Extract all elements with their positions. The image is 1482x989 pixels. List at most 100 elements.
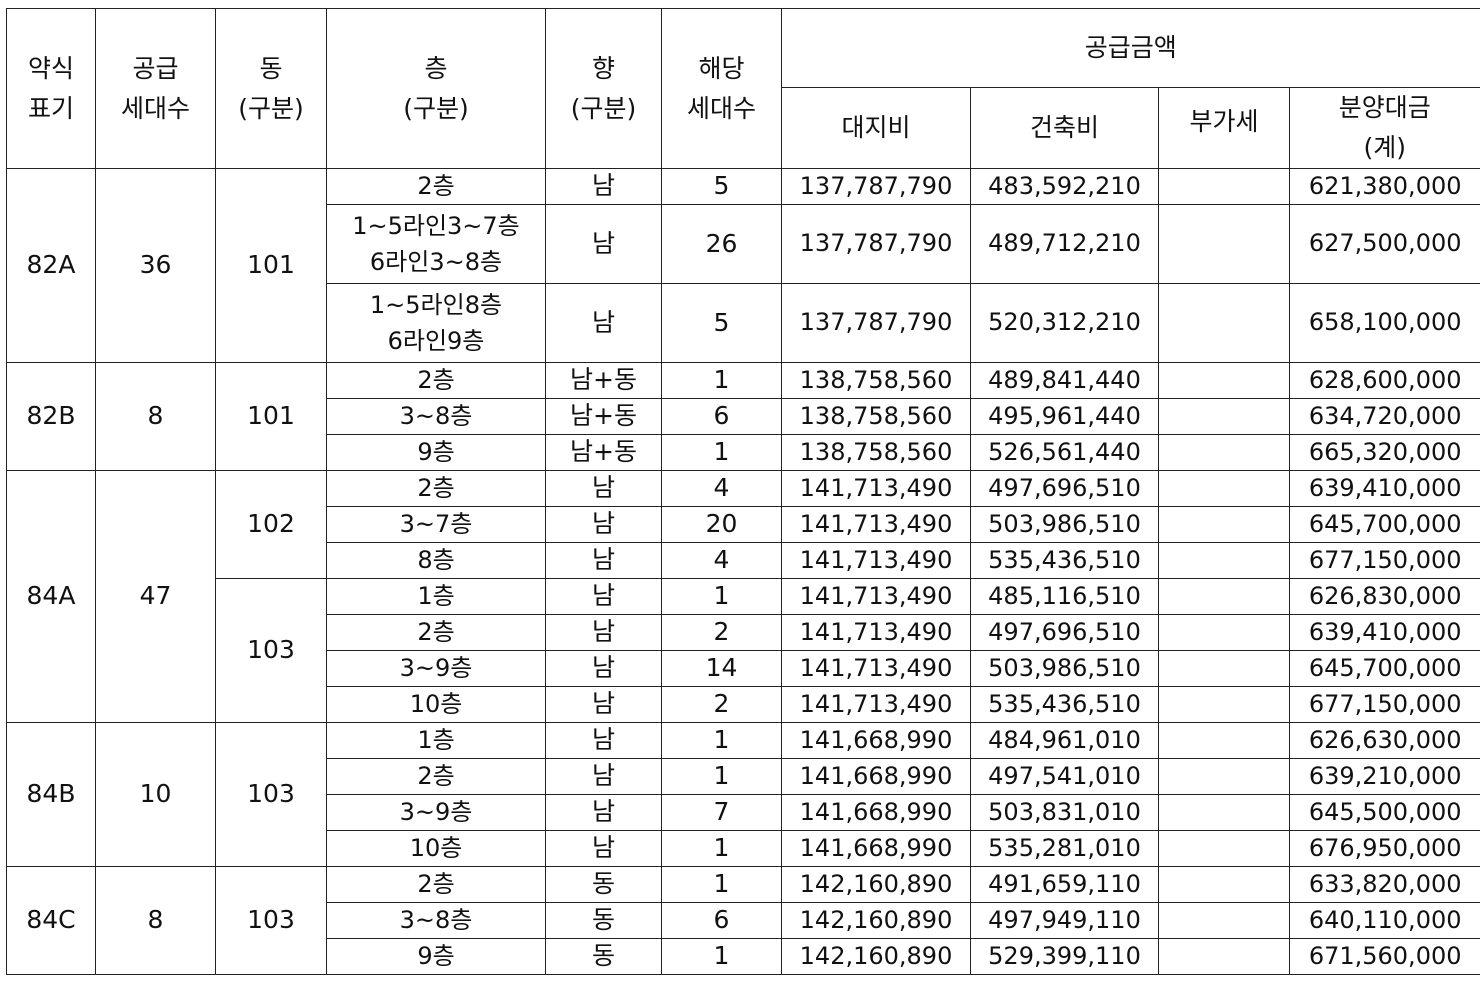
header-direction: 향 (구분) <box>545 8 662 169</box>
direction-cell: 남 <box>545 470 662 507</box>
table-row: 84B 10 103 1층 남 1 141,668,990 484,961,010 626,63… <box>6 722 1480 867</box>
building-cost-cell: 495,961,440 <box>970 398 1159 435</box>
vat-cell <box>1158 470 1290 507</box>
floor-cell: 3~9층 <box>326 794 546 831</box>
units-cell: 6 <box>661 902 782 939</box>
direction-cell: 남 <box>545 168 662 205</box>
vat-cell <box>1158 204 1290 284</box>
type-cell: 84B <box>6 722 96 867</box>
land-cost-cell: 141,713,490 <box>781 614 971 651</box>
building-cell: 101 <box>215 362 327 471</box>
floor-cell: 2층 <box>326 614 546 651</box>
vat-cell <box>1158 362 1290 399</box>
direction-cell: 동 <box>545 866 662 903</box>
table-row: 9층 동 1 142,160,890 529,399,110 671,560,000 <box>7 938 1480 975</box>
building-cost-cell: 529,399,110 <box>970 938 1159 975</box>
floor-cell: 3~9층 <box>326 650 546 687</box>
table-row: 1~5라인3~7층 6라인3~8층 남 26 137,787,790 489,712,21… <box>7 204 1480 284</box>
total-cell: 658,100,000 <box>1289 283 1480 363</box>
land-cost-cell: 138,758,560 <box>781 362 971 399</box>
units-cell: 7 <box>661 794 782 831</box>
floor-cell: 2층 <box>326 470 546 507</box>
header-type: 약식 표기 <box>6 8 96 169</box>
total-cell: 628,600,000 <box>1289 362 1480 399</box>
building-cell: 103 <box>215 866 327 975</box>
direction-cell: 남 <box>545 794 662 831</box>
total-cell: 627,500,000 <box>1289 204 1480 284</box>
units-cell: 1 <box>661 758 782 795</box>
floor-cell: 9층 <box>326 938 546 975</box>
floor-cell: 1~5라인3~7층 6라인3~8층 <box>326 204 546 284</box>
units-cell: 1 <box>661 866 782 903</box>
table-row: 3~9층 남 7 141,668,990 503,831,010 645,500,000 <box>7 794 1480 831</box>
total-cell: 677,150,000 <box>1289 686 1480 723</box>
units-cell: 20 <box>661 506 782 543</box>
table-row: 103 1층 남 1 141,713,490 485,116,510 626,830,000 <box>7 578 1480 723</box>
direction-cell: 남+동 <box>545 398 662 435</box>
total-cell: 671,560,000 <box>1289 938 1480 975</box>
table-row: 84A 47 102 2층 남 4 141,713,490 497,696,510 639,41… <box>6 470 1480 723</box>
vat-cell <box>1158 902 1290 939</box>
header-building-cost: 건축비 <box>970 87 1159 169</box>
floor-cell: 8층 <box>326 542 546 579</box>
floor-cell: 10층 <box>326 686 546 723</box>
units-cell: 4 <box>661 470 782 507</box>
table-row: 9층 남+동 1 138,758,560 526,561,440 665,320,000 <box>7 434 1480 471</box>
header-land-cost: 대지비 <box>781 87 971 169</box>
floor-cell: 2층 <box>326 168 546 205</box>
land-cost-cell: 141,713,490 <box>781 470 971 507</box>
land-cost-cell: 141,668,990 <box>781 758 971 795</box>
building-cost-cell: 484,961,010 <box>970 722 1159 759</box>
building-cost-cell: 489,712,210 <box>970 204 1159 284</box>
floor-cell: 2층 <box>326 758 546 795</box>
land-cost-cell: 141,713,490 <box>781 686 971 723</box>
header-units: 해당 세대수 <box>661 8 782 169</box>
land-cost-cell: 137,787,790 <box>781 204 971 284</box>
table-row: 3~7층 남 20 141,713,490 503,986,510 645,700,000 <box>7 506 1480 543</box>
building-cost-cell: 535,281,010 <box>970 830 1159 867</box>
direction-cell: 남 <box>545 830 662 867</box>
land-cost-cell: 138,758,560 <box>781 398 971 435</box>
land-cost-cell: 141,668,990 <box>781 794 971 831</box>
building-cost-cell: 497,696,510 <box>970 470 1159 507</box>
table-row: 82B 8 101 2층 남+동 1 138,758,560 489,841,440 628,6… <box>6 362 1480 471</box>
units-cell: 1 <box>661 578 782 615</box>
table-row: 3~9층 남 14 141,713,490 503,986,510 645,700,000 <box>7 650 1480 687</box>
vat-cell <box>1158 758 1290 795</box>
total-cell: 677,150,000 <box>1289 542 1480 579</box>
units-cell: 1 <box>661 722 782 759</box>
building-cost-cell: 526,561,440 <box>970 434 1159 471</box>
land-cost-cell: 141,713,490 <box>781 650 971 687</box>
direction-cell: 남+동 <box>545 434 662 471</box>
land-cost-cell: 141,668,990 <box>781 830 971 867</box>
units-cell: 6 <box>661 398 782 435</box>
total-cell: 639,410,000 <box>1289 470 1480 507</box>
floor-cell: 2층 <box>326 362 546 399</box>
direction-cell: 남 <box>545 758 662 795</box>
direction-cell: 남 <box>545 686 662 723</box>
table-row: 1~5라인8층 6라인9층 남 5 137,787,790 520,312,210 658,… <box>7 283 1480 363</box>
building-cost-cell: 520,312,210 <box>970 283 1159 363</box>
type-cell: 84C <box>6 866 96 975</box>
vat-cell <box>1158 614 1290 651</box>
units-cell: 1 <box>661 362 782 399</box>
table-row: 10층 남 2 141,713,490 535,436,510 677,150,000 <box>7 686 1480 723</box>
floor-cell: 3~7층 <box>326 506 546 543</box>
header-vat: 부가세 <box>1158 87 1290 169</box>
total-cell: 634,720,000 <box>1289 398 1480 435</box>
direction-cell: 남 <box>545 650 662 687</box>
building-cost-cell: 485,116,510 <box>970 578 1159 615</box>
building-cost-cell: 491,659,110 <box>970 866 1159 903</box>
total-cell: 639,410,000 <box>1289 614 1480 651</box>
land-cost-cell: 141,668,990 <box>781 722 971 759</box>
building-cost-cell: 497,541,010 <box>970 758 1159 795</box>
units-cell: 4 <box>661 542 782 579</box>
floor-cell: 3~8층 <box>326 398 546 435</box>
units-cell: 2 <box>661 614 782 651</box>
vat-cell <box>1158 938 1290 975</box>
units-cell: 2 <box>661 686 782 723</box>
units-cell: 5 <box>661 168 782 205</box>
header-supply-amount: 공급금액 <box>781 8 1480 88</box>
supply-units-cell: 8 <box>95 362 216 471</box>
direction-cell: 남 <box>545 614 662 651</box>
